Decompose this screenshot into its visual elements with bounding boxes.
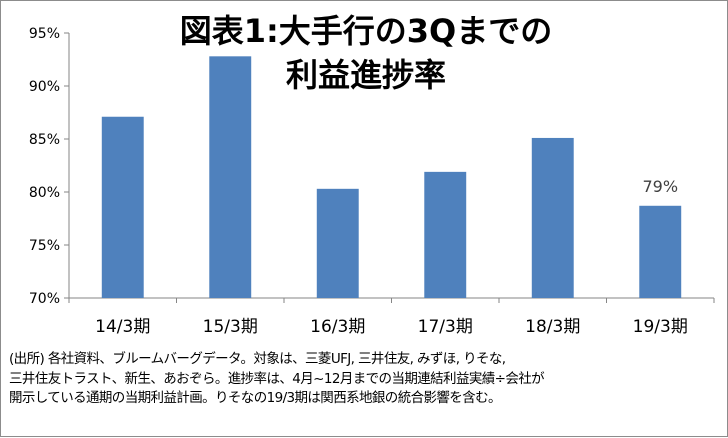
- bar: [209, 56, 252, 298]
- chart-title: 図表1:大手行の3Qまでの 利益進捗率: [131, 9, 601, 97]
- chart-title-line-2: 利益進捗率: [285, 56, 446, 94]
- source-note: (出所) 各社資料、ブルームバーグデータ。対象は、三菱UFJ, 三井住友, みず…: [9, 350, 724, 409]
- bar: [424, 171, 467, 298]
- chart-title-line-1: 図表1:大手行の3Qまでの: [179, 12, 553, 50]
- y-tick-label: 75%: [29, 238, 60, 254]
- x-tick-label: 19/3期: [633, 317, 688, 337]
- bar: [639, 205, 682, 298]
- source-note-line-2: 三井住友トラスト、新生、あおぞら。進捗率は、4月~12月までの当期連結利益実績÷…: [9, 370, 545, 387]
- x-tick-label: 14/3期: [95, 317, 150, 337]
- y-tick-label: 90%: [29, 79, 60, 95]
- x-tick-label: 17/3期: [418, 317, 473, 337]
- y-tick-label: 80%: [29, 185, 60, 201]
- data-label: 79%: [642, 177, 678, 196]
- y-tick-label: 70%: [29, 291, 60, 307]
- y-tick-label: 85%: [29, 132, 60, 148]
- bar: [531, 137, 574, 298]
- bar: [316, 188, 359, 298]
- source-note-line-1: (出所) 各社資料、ブルームバーグデータ。対象は、三菱UFJ, 三井住友, みず…: [9, 351, 506, 367]
- y-tick-label: 95%: [29, 26, 60, 42]
- bar: [101, 116, 144, 299]
- x-tick-label: 18/3期: [525, 317, 580, 337]
- x-tick-label: 16/3期: [310, 317, 365, 337]
- x-tick-label: 15/3期: [203, 317, 258, 337]
- source-note-line-3: 開示している通期の当期利益計画。りそなの19/3期は関西系地銀の統合影響を含む。: [9, 390, 502, 406]
